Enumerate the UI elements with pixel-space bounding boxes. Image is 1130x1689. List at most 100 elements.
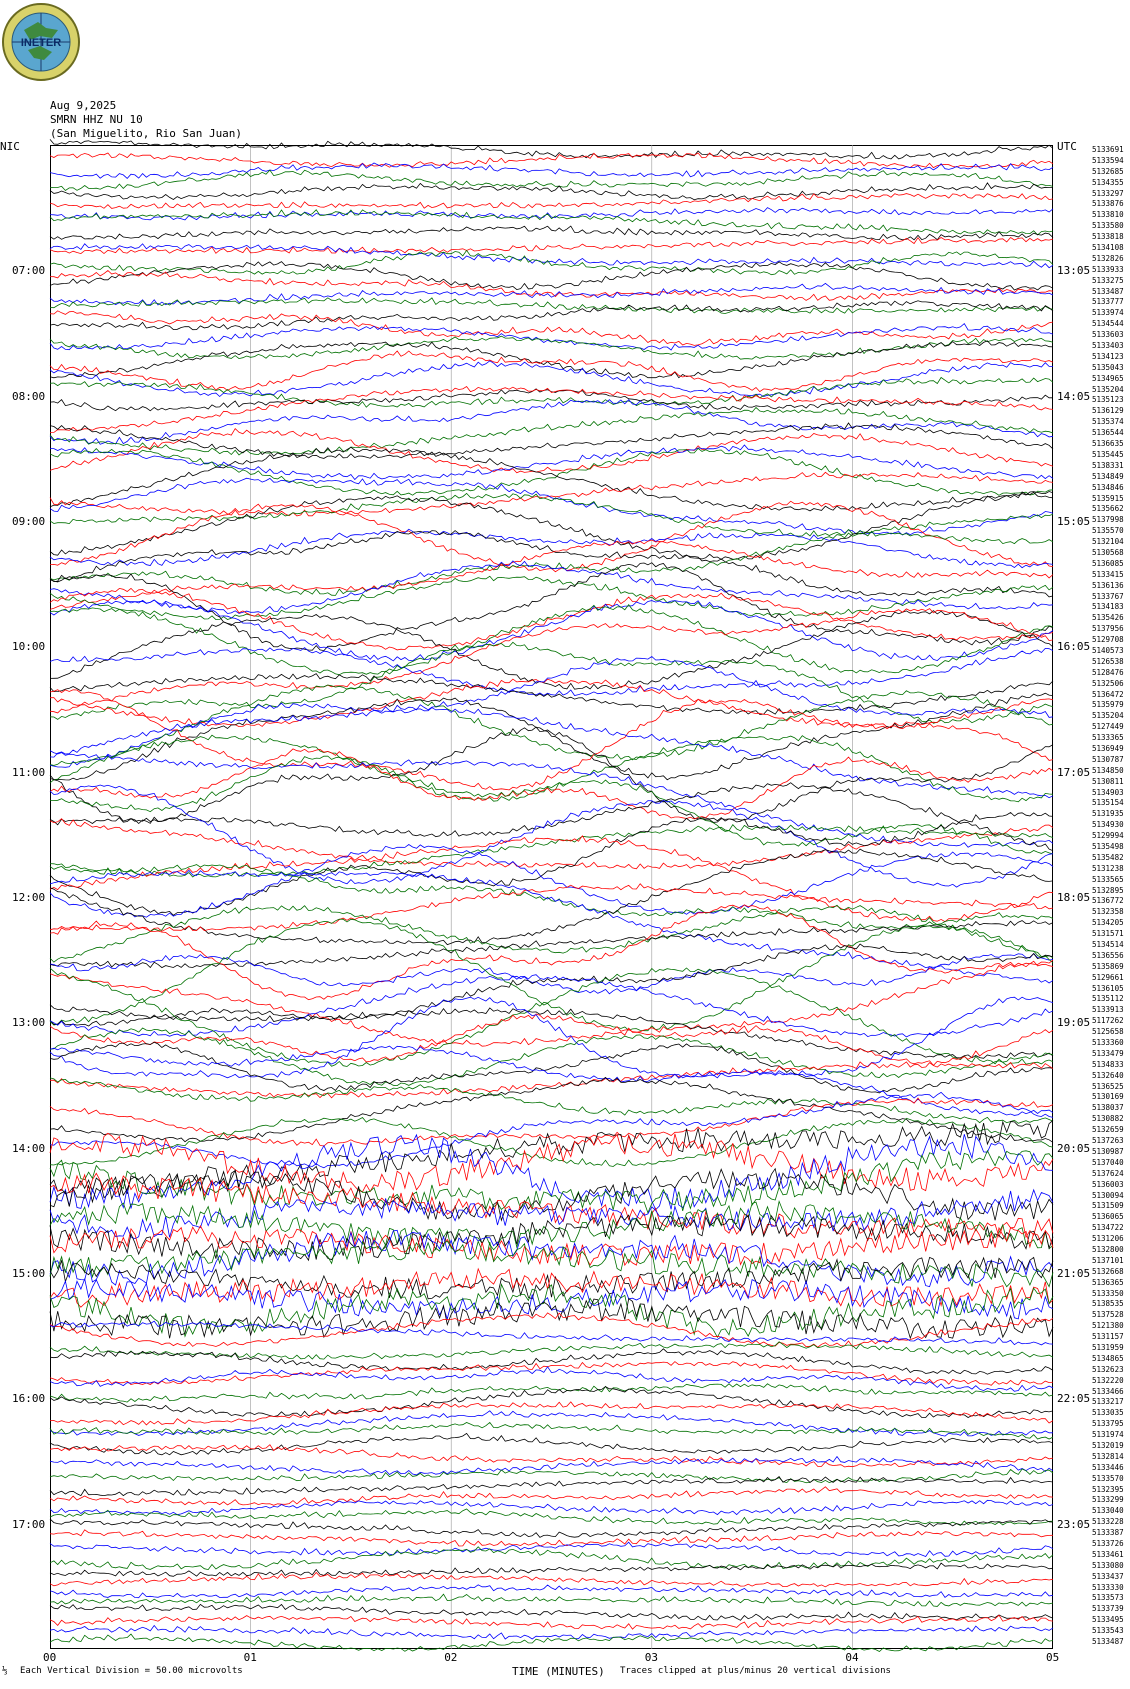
seismic-trace [49, 446, 1054, 512]
trace-value: 5137040 [1092, 1157, 1124, 1167]
trace-value: 5136525 [1092, 1081, 1124, 1091]
seismic-trace [49, 996, 1054, 1079]
seismic-trace [49, 447, 1054, 496]
seismic-trace [49, 1361, 1054, 1386]
trace-value: 5133876 [1092, 199, 1124, 209]
seismic-trace [49, 1013, 1054, 1067]
seismic-trace [49, 604, 1054, 676]
seismic-trace [49, 655, 1054, 768]
trace-value: 5133777 [1092, 297, 1124, 307]
left-hour-label: 08:00 [12, 389, 46, 403]
trace-value: 5137998 [1092, 515, 1124, 525]
trace-value: 5136772 [1092, 896, 1124, 906]
seismic-trace [49, 209, 1054, 236]
trace-value: 5129708 [1092, 635, 1124, 645]
trace-value: 5135662 [1092, 504, 1124, 514]
trace-value: 5130787 [1092, 754, 1124, 764]
seismic-trace [49, 422, 1054, 459]
trace-value: 5135482 [1092, 852, 1124, 862]
trace-value: 5137101 [1092, 1255, 1124, 1265]
ineter-logo: INETER [2, 3, 80, 81]
trace-value: 5134833 [1092, 1059, 1124, 1069]
seismic-trace [49, 1633, 1054, 1652]
trace-value: 5138331 [1092, 460, 1124, 470]
trace-value: 5134183 [1092, 602, 1124, 612]
trace-value: 5136949 [1092, 743, 1124, 753]
seismic-trace [49, 812, 1054, 916]
seismic-trace [49, 587, 1054, 651]
seismic-trace [49, 1614, 1054, 1630]
seismic-trace [49, 1312, 1054, 1348]
left-hour-label: 13:00 [12, 1016, 46, 1030]
seismic-trace [49, 471, 1054, 517]
trace-value: 5125658 [1092, 1027, 1124, 1037]
seismic-trace [49, 1149, 1054, 1214]
seismic-trace [49, 300, 1054, 331]
seismic-trace [49, 818, 1054, 870]
trace-value: 5133360 [1092, 1038, 1124, 1048]
seismic-trace [49, 1277, 1054, 1321]
trace-value: 5121380 [1092, 1321, 1124, 1331]
trace-value: 5131509 [1092, 1201, 1124, 1211]
seismic-trace [49, 1624, 1054, 1640]
trace-value: 5138037 [1092, 1103, 1124, 1113]
trace-value: 5131571 [1092, 929, 1124, 939]
trace-value: 5130811 [1092, 776, 1124, 786]
seismic-trace [49, 297, 1054, 314]
trace-value: 5130987 [1092, 1146, 1124, 1156]
seismic-trace [49, 399, 1054, 445]
seismic-trace [49, 1529, 1054, 1547]
seismic-trace [49, 1004, 1054, 1059]
trace-value: 5132826 [1092, 253, 1124, 263]
right-hour-label: 16:05 [1057, 640, 1091, 654]
seismic-trace [49, 1603, 1054, 1621]
trace-value: 5137263 [1092, 1136, 1124, 1146]
x-tick-label: 03 [644, 1651, 659, 1664]
trace-value: 5127449 [1092, 722, 1124, 732]
helicorder-plot-frame [50, 145, 1053, 1649]
trace-value: 5133495 [1092, 1615, 1124, 1625]
seismic-trace [49, 444, 1054, 481]
seismic-trace [49, 1061, 1054, 1099]
trace-value: 5135043 [1092, 362, 1124, 372]
trace-value: 5133479 [1092, 1048, 1124, 1058]
seismic-trace [49, 1229, 1054, 1288]
seismic-trace [49, 376, 1054, 408]
seismic-trace [49, 207, 1054, 221]
seismic-trace [49, 152, 1054, 169]
trace-value: 5133375 [1092, 1648, 1130, 1649]
seismic-trace [49, 692, 1054, 781]
seismic-trace [49, 647, 1054, 696]
seismic-trace [49, 1097, 1054, 1147]
seismic-trace [49, 1116, 1054, 1167]
seismic-trace [49, 1077, 1054, 1124]
seismic-trace [49, 1386, 1054, 1418]
seismic-trace [49, 1225, 1054, 1267]
trace-value: 5133795 [1092, 1419, 1124, 1429]
left-hour-label: 15:00 [12, 1267, 46, 1280]
trace-value: 5137624 [1092, 1168, 1124, 1178]
left-hour-label: 17:00 [12, 1517, 46, 1531]
seismic-trace [49, 748, 1054, 820]
x-tick-label: 01 [243, 1651, 257, 1664]
left-hour-label: 14:00 [12, 1141, 46, 1155]
seismic-trace [49, 1401, 1054, 1426]
seismic-trace [49, 193, 1054, 209]
seismic-trace [49, 1476, 1054, 1497]
vertical-division-value: 50.00 microvolts [156, 1666, 243, 1676]
seismic-trace [49, 1076, 1054, 1143]
seismic-trace [49, 282, 1054, 306]
trace-value: 5129661 [1092, 972, 1124, 982]
trace-value: 5133810 [1092, 210, 1124, 220]
trace-value: 5131238 [1092, 863, 1124, 873]
trace-value: 5136556 [1092, 950, 1124, 960]
trace-value: 5131959 [1092, 1342, 1124, 1352]
trace-value: 5134865 [1092, 1353, 1124, 1363]
seismic-trace [49, 1298, 1054, 1340]
seismic-trace [49, 1366, 1054, 1392]
trace-value: 5136544 [1092, 428, 1124, 438]
seismic-trace [49, 1188, 1054, 1240]
trace-value: 5130568 [1092, 547, 1124, 557]
seismic-trace [49, 920, 1054, 969]
seismic-trace [49, 225, 1054, 241]
